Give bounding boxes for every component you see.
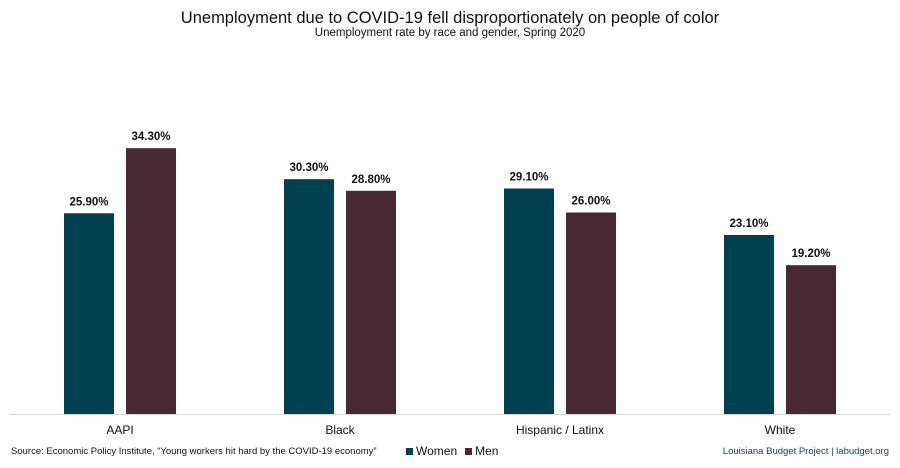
bar-white-men	[786, 265, 836, 414]
x-tick-label-white: White	[765, 423, 796, 437]
bar-black-men	[346, 190, 396, 414]
legend-item-men: Men	[465, 444, 498, 458]
data-label-white-women: 23.10%	[729, 218, 768, 230]
bar-hispanic-latinx-men	[566, 212, 616, 414]
x-tick-label-hispanic-latinx: Hispanic / Latinx	[516, 423, 604, 437]
chart-subtitle: Unemployment rate by race and gender, Sp…	[314, 27, 586, 39]
data-label-white-men: 19.20%	[791, 248, 830, 260]
data-label-black-women: 30.30%	[289, 162, 328, 174]
bar-black-women	[284, 179, 334, 414]
x-tick-label-aapi: AAPI	[106, 423, 133, 437]
chart-title: Unemployment due to COVID-19 fell dispro…	[180, 9, 720, 27]
bar-hispanic-latinx-women	[504, 188, 554, 414]
data-label-black-men: 28.80%	[351, 174, 390, 186]
bar-aapi-men	[126, 148, 176, 415]
bar-aapi-women	[64, 213, 114, 414]
x-tick-label-black: Black	[325, 423, 355, 437]
data-label-aapi-men: 34.30%	[131, 131, 170, 143]
legend-swatch-men	[465, 447, 473, 455]
legend-swatch-women	[406, 447, 413, 455]
credit-note: Louisiana Budget Project | labudget.org	[722, 446, 889, 457]
bar-white-women	[724, 234, 774, 414]
data-label-hispanic-latinx-women: 29.10%	[509, 171, 548, 183]
legend-item-women: Women	[406, 444, 457, 458]
data-label-hispanic-latinx-men: 26.00%	[571, 196, 610, 208]
legend-label-women: Women	[416, 444, 458, 458]
data-label-aapi-women: 25.90%	[69, 196, 108, 208]
source-note: Source: Economic Policy Institute, “Youn…	[11, 446, 377, 457]
legend-label-men: Men	[475, 444, 499, 458]
chart-legend: Women Men	[406, 444, 506, 458]
